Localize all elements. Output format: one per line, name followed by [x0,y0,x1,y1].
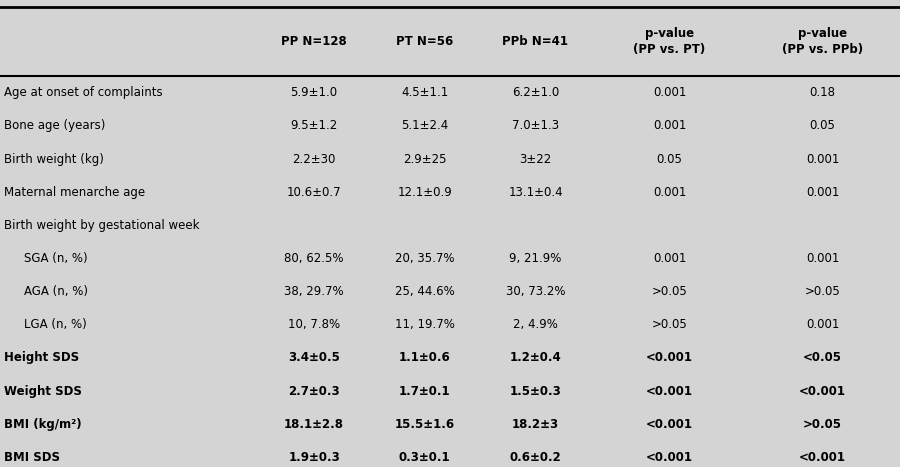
Text: 0.001: 0.001 [652,86,687,99]
Text: 0.18: 0.18 [810,86,835,99]
Text: >0.05: >0.05 [652,318,688,331]
Text: 12.1±0.9: 12.1±0.9 [398,186,452,198]
Text: 11, 19.7%: 11, 19.7% [395,318,454,331]
Text: <0.001: <0.001 [799,451,846,464]
Text: 15.5±1.6: 15.5±1.6 [395,418,454,431]
Text: 2.2±30: 2.2±30 [292,153,336,165]
Text: 1.5±0.3: 1.5±0.3 [509,385,562,397]
Text: 18.2±3: 18.2±3 [512,418,559,431]
Text: Height SDS: Height SDS [4,352,79,364]
Text: 1.1±0.6: 1.1±0.6 [399,352,451,364]
Text: 0.001: 0.001 [652,120,687,132]
Text: LGA (n, %): LGA (n, %) [24,318,87,331]
Text: Birth weight by gestational week: Birth weight by gestational week [4,219,200,232]
Text: 3.4±0.5: 3.4±0.5 [288,352,340,364]
Text: 0.05: 0.05 [657,153,682,165]
Text: SGA (n, %): SGA (n, %) [24,252,88,265]
Text: 10, 7.8%: 10, 7.8% [288,318,340,331]
Text: >0.05: >0.05 [805,285,841,298]
Text: >0.05: >0.05 [803,418,842,431]
Text: 13.1±0.4: 13.1±0.4 [508,186,562,198]
Text: PPb N=41: PPb N=41 [502,35,569,48]
Text: 0.001: 0.001 [806,318,840,331]
Text: 3±22: 3±22 [519,153,552,165]
Text: <0.001: <0.001 [646,352,693,364]
Text: Maternal menarche age: Maternal menarche age [4,186,146,198]
Text: 0.001: 0.001 [806,252,840,265]
Text: 5.9±1.0: 5.9±1.0 [291,86,338,99]
Text: <0.001: <0.001 [799,385,846,397]
Text: 1.7±0.1: 1.7±0.1 [399,385,451,397]
Text: Age at onset of complaints: Age at onset of complaints [4,86,163,99]
Text: 25, 44.6%: 25, 44.6% [395,285,454,298]
Text: 38, 29.7%: 38, 29.7% [284,285,344,298]
Text: 5.1±2.4: 5.1±2.4 [401,120,448,132]
Text: 30, 73.2%: 30, 73.2% [506,285,565,298]
Text: >0.05: >0.05 [652,285,688,298]
Text: Bone age (years): Bone age (years) [4,120,106,132]
Text: 0.6±0.2: 0.6±0.2 [509,451,562,464]
Text: 2.9±25: 2.9±25 [403,153,446,165]
Text: 0.3±0.1: 0.3±0.1 [399,451,451,464]
Text: 6.2±1.0: 6.2±1.0 [512,86,559,99]
Text: 2, 4.9%: 2, 4.9% [513,318,558,331]
Text: 4.5±1.1: 4.5±1.1 [401,86,448,99]
Text: 2.7±0.3: 2.7±0.3 [288,385,340,397]
Text: BMI SDS: BMI SDS [4,451,60,464]
Text: 18.1±2.8: 18.1±2.8 [284,418,344,431]
Text: 0.001: 0.001 [652,186,687,198]
Text: PP N=128: PP N=128 [281,35,347,48]
Text: 7.0±1.3: 7.0±1.3 [512,120,559,132]
Text: 0.001: 0.001 [806,186,840,198]
Text: 9, 21.9%: 9, 21.9% [509,252,562,265]
Text: 20, 35.7%: 20, 35.7% [395,252,454,265]
Text: <0.001: <0.001 [646,385,693,397]
Text: PT N=56: PT N=56 [396,35,454,48]
Text: 80, 62.5%: 80, 62.5% [284,252,344,265]
Text: p-value
(PP vs. PPb): p-value (PP vs. PPb) [782,27,863,56]
Text: Weight SDS: Weight SDS [4,385,83,397]
Text: 1.2±0.4: 1.2±0.4 [509,352,562,364]
Text: <0.05: <0.05 [803,352,842,364]
Text: 10.6±0.7: 10.6±0.7 [287,186,341,198]
Text: 0.001: 0.001 [652,252,687,265]
Text: 9.5±1.2: 9.5±1.2 [291,120,338,132]
Text: p-value
(PP vs. PT): p-value (PP vs. PT) [634,27,706,56]
Text: <0.001: <0.001 [646,418,693,431]
Text: Birth weight (kg): Birth weight (kg) [4,153,104,165]
Text: 0.05: 0.05 [810,120,835,132]
Text: AGA (n, %): AGA (n, %) [24,285,88,298]
Text: 0.001: 0.001 [806,153,840,165]
Text: 1.9±0.3: 1.9±0.3 [288,451,340,464]
Text: BMI (kg/m²): BMI (kg/m²) [4,418,82,431]
Text: <0.001: <0.001 [646,451,693,464]
